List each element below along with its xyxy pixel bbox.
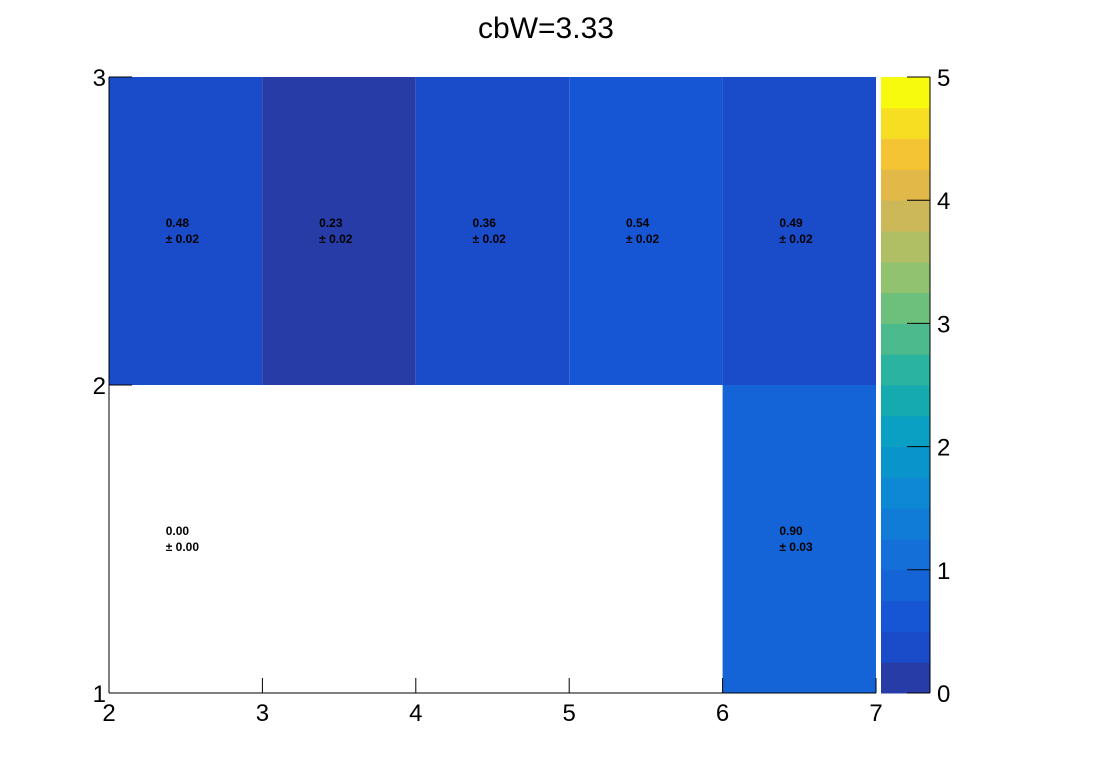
colorbar-tick-label: 5	[937, 65, 950, 92]
cell-value-label: 0.90	[779, 524, 803, 538]
color-scale: 0 1 2 3 4 5	[881, 65, 950, 708]
cell-value-label: 0.48	[166, 216, 190, 230]
heatmap-cell	[262, 77, 416, 385]
cell-value-label: 0.36	[473, 216, 497, 230]
colorbar-level	[881, 477, 930, 509]
colorbar-level	[881, 508, 930, 540]
cell-error-label: ± 0.02	[166, 232, 200, 246]
heatmap-cells	[109, 77, 876, 693]
cell-error-label: ± 0.03	[779, 540, 813, 554]
colorbar-level	[881, 323, 930, 355]
cell-error-label: ± 0.02	[319, 232, 353, 246]
heatmap-cell	[569, 77, 723, 385]
heatmap-cell	[109, 77, 263, 385]
cell-error-label: ± 0.02	[473, 232, 507, 246]
colorbar-level	[881, 107, 930, 140]
x-tick-label: 2	[102, 700, 115, 727]
colorbar-level	[881, 569, 930, 602]
cell-labels: 0.48 ± 0.02 0.23 ± 0.02 0.36 ± 0.02 0.54 ± 0.02…	[166, 216, 813, 554]
y-tick-label: 3	[93, 65, 106, 92]
heatmap-cell	[109, 385, 723, 693]
colorbar-level	[881, 631, 930, 663]
x-tick-label: 6	[716, 700, 729, 727]
colorbar-tick-label: 3	[937, 311, 950, 338]
colorbar-level	[881, 662, 930, 694]
colorbar-level	[881, 446, 930, 478]
y-tick-label: 1	[93, 681, 106, 708]
x-tick-label: 4	[409, 700, 422, 727]
heatmap-cell	[722, 385, 876, 693]
cell-error-label: ± 0.02	[626, 232, 660, 246]
colorbar-level	[881, 354, 930, 386]
colorbar-level	[881, 200, 930, 232]
heatmap-cell	[415, 77, 570, 385]
colorbar-tick-label: 1	[937, 558, 950, 585]
colorbar-level	[881, 600, 930, 632]
y-tick-label: 2	[93, 373, 106, 400]
colorbar-tick-label: 4	[937, 188, 950, 215]
colorbar-level	[881, 169, 930, 201]
colorbar-level	[881, 415, 930, 448]
colorbar-level	[881, 385, 930, 417]
cell-value-label: 0.23	[319, 216, 343, 230]
cell-error-label: ± 0.02	[779, 232, 813, 246]
cell-value-label: 0.49	[779, 216, 803, 230]
colorbar-level	[881, 231, 930, 263]
colorbar-level	[881, 77, 930, 109]
cell-value-label: 0.00	[166, 524, 190, 538]
x-tick-label: 7	[869, 700, 882, 727]
cell-value-label: 0.54	[626, 216, 650, 230]
colorbar-level	[881, 539, 930, 571]
colorbar-level	[881, 261, 930, 294]
cell-error-label: ± 0.00	[166, 540, 200, 554]
x-tick-label: 3	[256, 700, 269, 727]
chart-title: cbW=3.33	[478, 12, 614, 45]
x-tick-label: 5	[563, 700, 576, 727]
colorbar-tick-label: 0	[937, 681, 950, 708]
colorbar-tick-label: 2	[937, 435, 950, 462]
colorbar-level	[881, 292, 930, 324]
colorbar-level	[881, 138, 930, 170]
heatmap-cell	[722, 77, 876, 385]
